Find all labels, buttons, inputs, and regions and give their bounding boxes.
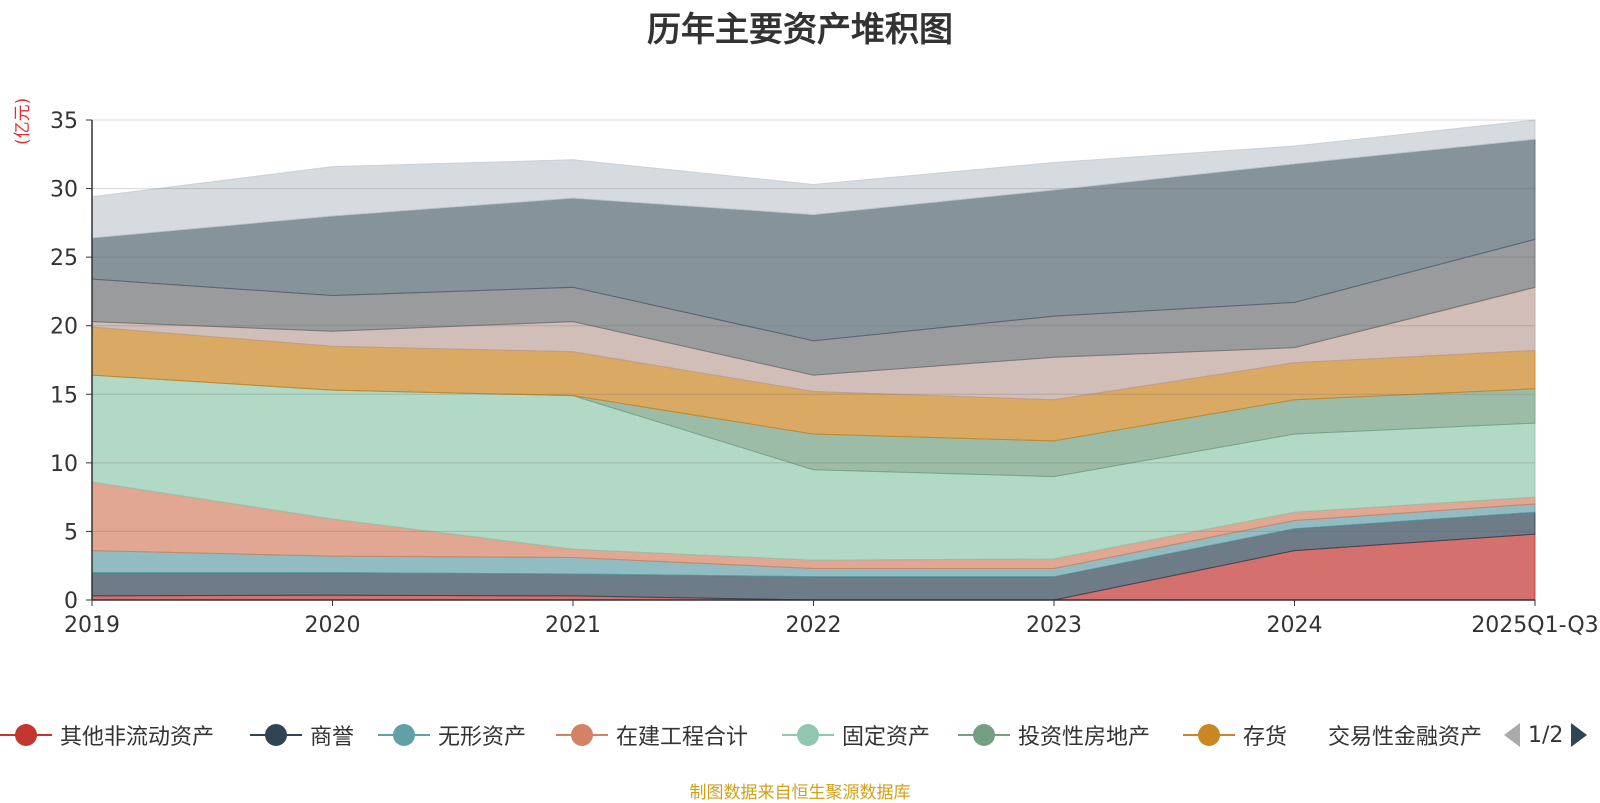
x-tick-label: 2024 [1267, 613, 1323, 638]
legend-next-icon[interactable] [1569, 721, 1589, 749]
x-tick-label: 2020 [305, 613, 361, 638]
legend-marker-icon [0, 724, 52, 746]
legend-label: 存货 [1243, 725, 1288, 750]
y-tick-label: 0 [64, 589, 78, 614]
legend-marker-icon [1183, 724, 1235, 746]
y-tick-label: 25 [50, 246, 78, 271]
legend-label: 固定资产 [842, 725, 931, 750]
legend-item-1[interactable]: 商誉 [250, 715, 354, 755]
legend-item-4[interactable]: 固定资产 [782, 715, 930, 755]
data-source-note: 制图数据来自恒生聚源数据库 [689, 783, 911, 803]
legend-marker-icon [958, 724, 1010, 746]
y-tick-label: 15 [50, 383, 78, 408]
legend-item-3[interactable]: 在建工程合计 [556, 715, 748, 755]
legend-label: 在建工程合计 [616, 725, 749, 750]
y-tick-label: 35 [50, 109, 78, 134]
legend-label: 无形资产 [438, 725, 527, 750]
x-tick-label: 2019 [64, 613, 120, 638]
legend-marker-icon [378, 724, 430, 746]
chart-legend: 其他非流动资产 商誉 无形资产 在建工程合计 固定资产 投资性房地产 存货 交易性金融资产 [0, 715, 1600, 755]
legend-prev-icon[interactable] [1502, 721, 1522, 749]
legend-label: 其他非流动资产 [60, 725, 215, 750]
legend-label: 交易性金融资产 [1328, 725, 1482, 750]
stacked-area-chart: 0 5 10 15 20 25 30 35 2019 2020 2021 2022 2023 2024 20… [50, 109, 1599, 638]
x-tick-label: 2025Q1-Q3 [1471, 613, 1598, 638]
legend-page-indicator: 1/2 [1528, 722, 1564, 748]
x-tick-label: 2023 [1026, 613, 1082, 638]
x-tick-label: 2022 [786, 613, 842, 638]
y-tick-label: 20 [50, 315, 78, 340]
legend-item-7[interactable]: 交易性金融资产 [1320, 715, 1482, 755]
legend-item-2[interactable]: 无形资产 [378, 715, 526, 755]
x-tick-label: 2021 [545, 613, 601, 638]
legend-label: 商誉 [310, 725, 355, 750]
y-tick-label: 30 [50, 178, 78, 203]
legend-item-5[interactable]: 投资性房地产 [958, 715, 1150, 755]
y-tick-label: 5 [64, 520, 78, 545]
legend-pager: 1/2 [1502, 718, 1589, 752]
legend-item-6[interactable]: 存货 [1183, 715, 1287, 755]
legend-marker-icon [556, 724, 608, 746]
legend-item-0[interactable]: 其他非流动资产 [0, 715, 214, 755]
area-series-10 [91, 119, 1536, 239]
legend-label: 投资性房地产 [1018, 725, 1151, 750]
legend-marker-icon [782, 724, 834, 746]
chart-title: 历年主要资产堆积图 [647, 10, 953, 50]
legend-marker-icon [250, 724, 302, 746]
y-tick-label: 10 [50, 452, 78, 477]
